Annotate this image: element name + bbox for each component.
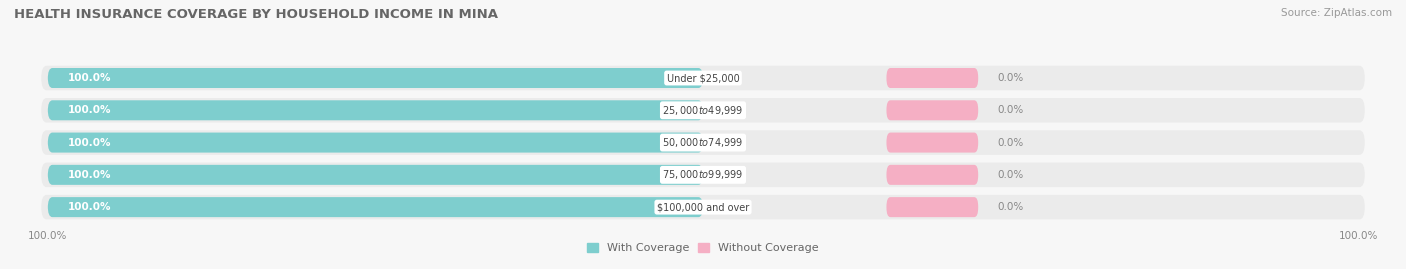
- FancyBboxPatch shape: [48, 100, 703, 120]
- FancyBboxPatch shape: [41, 195, 1365, 220]
- Text: $50,000 to $74,999: $50,000 to $74,999: [662, 136, 744, 149]
- FancyBboxPatch shape: [886, 133, 979, 153]
- Text: 0.0%: 0.0%: [998, 73, 1024, 83]
- FancyBboxPatch shape: [48, 197, 703, 217]
- FancyBboxPatch shape: [41, 98, 1365, 123]
- Text: 100.0%: 100.0%: [28, 231, 67, 241]
- FancyBboxPatch shape: [886, 197, 979, 217]
- Text: 100.0%: 100.0%: [67, 202, 111, 212]
- Text: 100.0%: 100.0%: [67, 73, 111, 83]
- Text: 100.0%: 100.0%: [67, 137, 111, 148]
- Text: 0.0%: 0.0%: [998, 202, 1024, 212]
- FancyBboxPatch shape: [48, 165, 703, 185]
- Text: 0.0%: 0.0%: [998, 105, 1024, 115]
- FancyBboxPatch shape: [886, 68, 979, 88]
- Text: 100.0%: 100.0%: [1339, 231, 1378, 241]
- Text: 100.0%: 100.0%: [67, 105, 111, 115]
- FancyBboxPatch shape: [41, 66, 1365, 90]
- Text: $75,000 to $99,999: $75,000 to $99,999: [662, 168, 744, 181]
- Text: $100,000 and over: $100,000 and over: [657, 202, 749, 212]
- Text: 100.0%: 100.0%: [67, 170, 111, 180]
- FancyBboxPatch shape: [886, 100, 979, 120]
- Legend: With Coverage, Without Coverage: With Coverage, Without Coverage: [582, 238, 824, 258]
- Text: $25,000 to $49,999: $25,000 to $49,999: [662, 104, 744, 117]
- FancyBboxPatch shape: [41, 130, 1365, 155]
- FancyBboxPatch shape: [41, 162, 1365, 187]
- Text: HEALTH INSURANCE COVERAGE BY HOUSEHOLD INCOME IN MINA: HEALTH INSURANCE COVERAGE BY HOUSEHOLD I…: [14, 8, 498, 21]
- FancyBboxPatch shape: [48, 133, 703, 153]
- Text: 0.0%: 0.0%: [998, 170, 1024, 180]
- Text: Under $25,000: Under $25,000: [666, 73, 740, 83]
- Text: Source: ZipAtlas.com: Source: ZipAtlas.com: [1281, 8, 1392, 18]
- FancyBboxPatch shape: [48, 68, 703, 88]
- Text: 0.0%: 0.0%: [998, 137, 1024, 148]
- FancyBboxPatch shape: [886, 165, 979, 185]
